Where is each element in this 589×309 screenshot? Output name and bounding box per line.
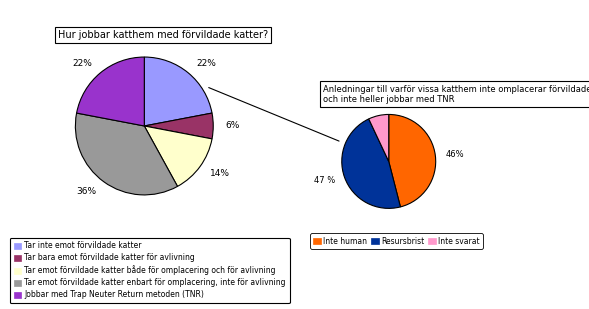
Wedge shape [342, 119, 401, 208]
Text: 46%: 46% [446, 150, 464, 159]
Wedge shape [144, 126, 212, 186]
Text: Hur jobbar katthem med förvildade katter?: Hur jobbar katthem med förvildade katter… [58, 30, 268, 40]
Legend: Inte human, Resursbrist, Inte svarat: Inte human, Resursbrist, Inte svarat [310, 234, 482, 248]
Wedge shape [144, 57, 212, 126]
Wedge shape [144, 113, 213, 139]
Wedge shape [77, 57, 144, 126]
Text: Anledningar till varför vissa katthem inte omplacerar förvildade katter
och inte: Anledningar till varför vissa katthem in… [323, 85, 589, 104]
Legend: Tar inte emot förvildade katter, Tar bara emot förvildade katter för avlivning, : Tar inte emot förvildade katter, Tar bar… [9, 238, 290, 303]
Text: 22%: 22% [196, 59, 216, 68]
Text: 7%: 7% [363, 101, 376, 110]
Wedge shape [389, 114, 436, 207]
Wedge shape [369, 114, 389, 161]
Wedge shape [75, 113, 177, 195]
Text: 36%: 36% [77, 187, 97, 196]
Text: 6%: 6% [226, 121, 240, 130]
Text: 14%: 14% [210, 169, 230, 178]
Text: 22%: 22% [72, 59, 92, 68]
Text: 47 %: 47 % [313, 176, 335, 185]
